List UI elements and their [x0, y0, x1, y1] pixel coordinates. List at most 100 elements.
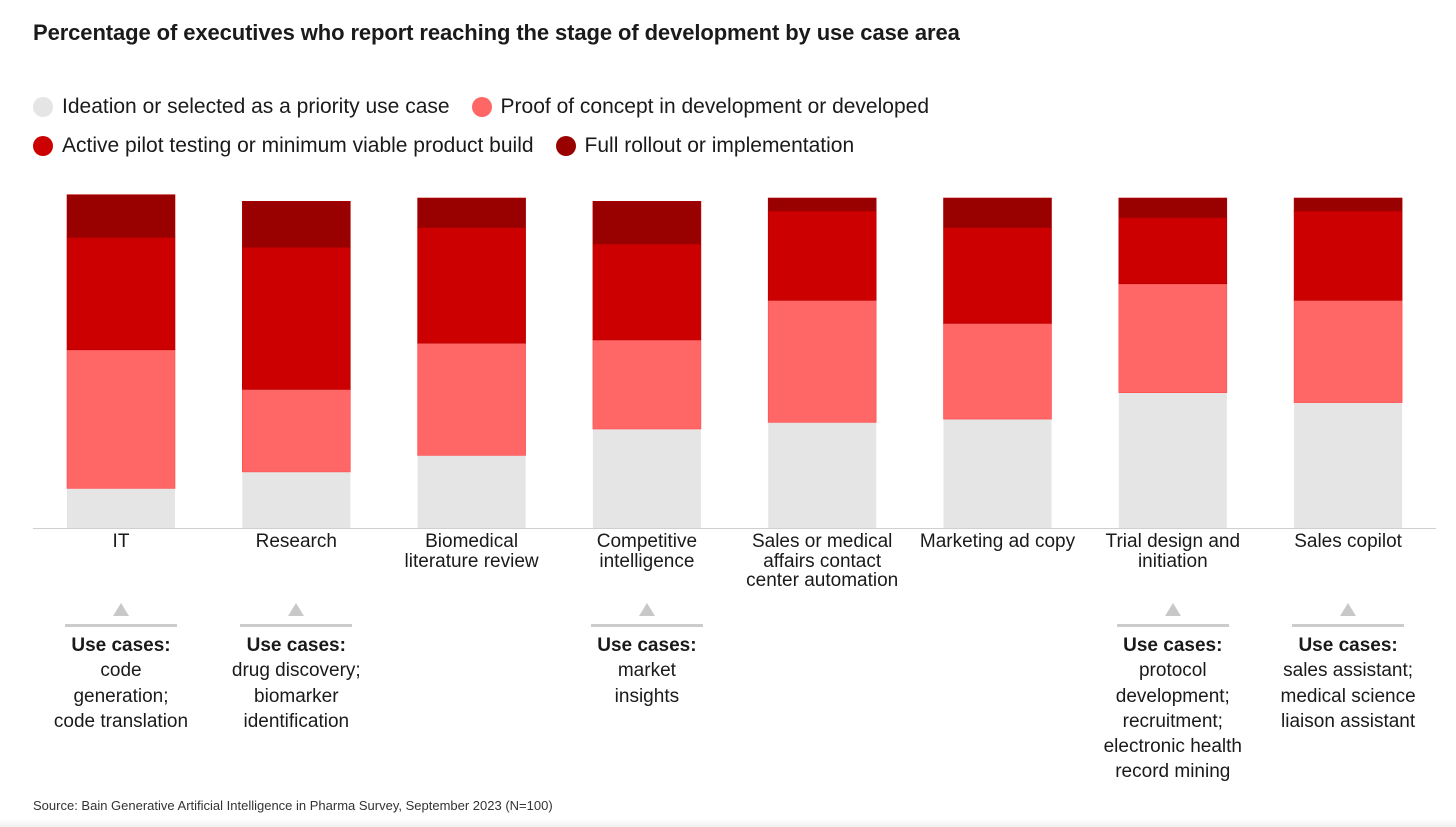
category-label-line: IT [112, 531, 130, 552]
legend-swatch-icon [33, 97, 53, 117]
category-label-it: IT [33, 532, 209, 552]
source-note: Source: Bain Generative Artificial Intel… [33, 798, 553, 813]
bar-segment-trial-design-and-initiation-2 [1118, 283, 1228, 393]
category-label-line: Competitive [596, 531, 698, 552]
category-label-marketing-ad-copy: Marketing ad copy [910, 532, 1086, 552]
use-case-pointer [1292, 603, 1405, 627]
use-case-line: record mining [1115, 761, 1231, 783]
legend-item-proof-of-concept: Proof of concept in development or devel… [471, 95, 929, 119]
bar-segment-sales-copilot-3 [1293, 210, 1403, 301]
use-case-line: electronic health [1103, 736, 1242, 758]
bar-segment-research-1 [242, 471, 351, 528]
legend-label: Proof of concept in development or devel… [500, 95, 929, 118]
bar-segment-it-3 [66, 237, 176, 351]
use-case-line: market [617, 660, 676, 682]
bar-segment-trial-design-and-initiation-4 [1118, 197, 1228, 219]
triangle-up-icon [288, 603, 305, 616]
category-label-line: Biomedical [425, 531, 519, 552]
bar-segment-marketing-ad-copy-1 [943, 419, 1052, 528]
bar-segment-research-4 [242, 201, 351, 248]
triangle-up-icon [638, 603, 655, 616]
use-case-line: generation; [73, 685, 169, 707]
use-case-line: drug discovery; [231, 660, 361, 682]
use-case-line: development; [1115, 685, 1230, 707]
bar-segment-sales-or-medical-affairs-contact-center-automation-3 [767, 210, 877, 301]
use-case-line: biomarker [254, 685, 339, 707]
legend-item-full-rollout: Full rollout or implementation [555, 134, 855, 158]
bar-segment-it-1 [67, 488, 175, 528]
bar-segment-sales-copilot-1 [1294, 402, 1403, 528]
category-label-line: Trial design and [1105, 531, 1241, 552]
category-label-biomedical-literature-review: Biomedical literature review [384, 532, 560, 571]
category-label-line: literature review [404, 550, 539, 572]
bottom-edge [0, 819, 1456, 827]
bar-segment-biomedical-literature-review-1 [417, 455, 526, 528]
triangle-up-icon [1340, 603, 1357, 616]
use-case-line: code translation [53, 710, 189, 732]
legend-label: Ideation or selected as a priority use c… [62, 95, 450, 118]
legend-label: Active pilot testing or minimum viable p… [62, 134, 534, 157]
category-label-research: Research [208, 532, 384, 552]
category-label-line: center automation [746, 570, 899, 591]
stacked-bar-chart [33, 194, 1436, 529]
use-case-heading: Use cases: [597, 635, 697, 656]
category-label-line: Sales copilot [1294, 531, 1402, 552]
bar-segment-biomedical-literature-review-2 [417, 342, 526, 456]
use-case-pointer [65, 603, 177, 627]
bar-segment-marketing-ad-copy-3 [943, 227, 1052, 324]
legend-label: Full rollout or implementation [584, 134, 855, 157]
bar-segment-competitive-intelligence-1 [592, 429, 701, 528]
use-case-block-it: Use cases: code generation; code translatio… [36, 633, 206, 734]
use-case-line: identification [243, 710, 350, 732]
use-case-pointer [590, 603, 703, 627]
triangle-up-icon [113, 603, 129, 616]
use-case-block-trial-design-and-initiation: Use cases: protocol development; recruitmen… [1088, 633, 1258, 785]
legend-row: Ideation or selected as a priority use c… [33, 92, 1133, 122]
legend-item-active-pilot: Active pilot testing or minimum viable p… [33, 134, 534, 158]
bar-segment-biomedical-literature-review-3 [417, 227, 526, 344]
bar-segment-research-3 [242, 247, 351, 390]
bar-segment-competitive-intelligence-2 [592, 339, 702, 430]
category-label-line: Research [255, 531, 337, 552]
use-case-heading: Use cases: [71, 635, 171, 656]
use-case-heading: Use cases: [246, 635, 346, 656]
use-case-line: medical science [1280, 685, 1416, 707]
bar-segment-competitive-intelligence-4 [592, 201, 702, 245]
use-case-line: recruitment; [1122, 710, 1223, 732]
legend-swatch-icon [33, 136, 53, 156]
category-label-line: Sales or medical [751, 531, 893, 552]
use-case-block-research: Use cases: drug discovery; biomarker identi… [211, 633, 381, 734]
bar-segment-trial-design-and-initiation-3 [1118, 217, 1228, 285]
use-case-block-sales-copilot: Use cases: sales assistant; medical scienc… [1263, 633, 1433, 734]
bar-segment-it-2 [66, 349, 176, 489]
category-label-line: Marketing ad copy [919, 531, 1076, 552]
use-case-heading: Use cases: [1123, 635, 1223, 656]
category-label-competitive-intelligence: Competitive intelligence [559, 532, 735, 571]
bar-segment-it-4 [66, 194, 176, 238]
category-label-line: affairs contact [763, 550, 882, 572]
use-case-block-competitive-intelligence: Use cases: market insights [562, 633, 732, 709]
category-label-trial-design-and-initiation: Trial design and initiation [1085, 532, 1261, 571]
bar-segment-biomedical-literature-review-4 [417, 197, 526, 229]
triangle-up-icon [1164, 603, 1181, 616]
use-case-pointer [240, 603, 353, 627]
use-case-line: sales assistant; [1283, 660, 1414, 682]
bar-segment-sales-copilot-4 [1293, 197, 1403, 212]
use-case-line: protocol [1138, 660, 1207, 682]
category-label-line: initiation [1137, 550, 1208, 572]
legend-item-ideation: Ideation or selected as a priority use c… [33, 95, 450, 119]
bar-segment-trial-design-and-initiation-1 [1118, 392, 1227, 528]
bar-segment-marketing-ad-copy-2 [943, 323, 1052, 420]
bar-segment-sales-or-medical-affairs-contact-center-automation-4 [767, 197, 877, 212]
bar-segment-marketing-ad-copy-4 [943, 197, 1052, 229]
bar-segment-sales-or-medical-affairs-contact-center-automation-1 [768, 422, 877, 528]
use-case-heading: Use cases: [1298, 635, 1398, 656]
category-label-sales-copilot: Sales copilot [1260, 532, 1436, 552]
bar-segment-sales-copilot-2 [1293, 299, 1403, 403]
legend-row: Active pilot testing or minimum viable p… [33, 131, 1133, 161]
chart-title: Percentage of executives who report reac… [33, 20, 960, 45]
bar-segment-research-2 [242, 389, 351, 473]
category-label-line: intelligence [599, 550, 695, 572]
bar-segment-competitive-intelligence-3 [592, 243, 702, 341]
legend-swatch-icon [555, 136, 576, 156]
